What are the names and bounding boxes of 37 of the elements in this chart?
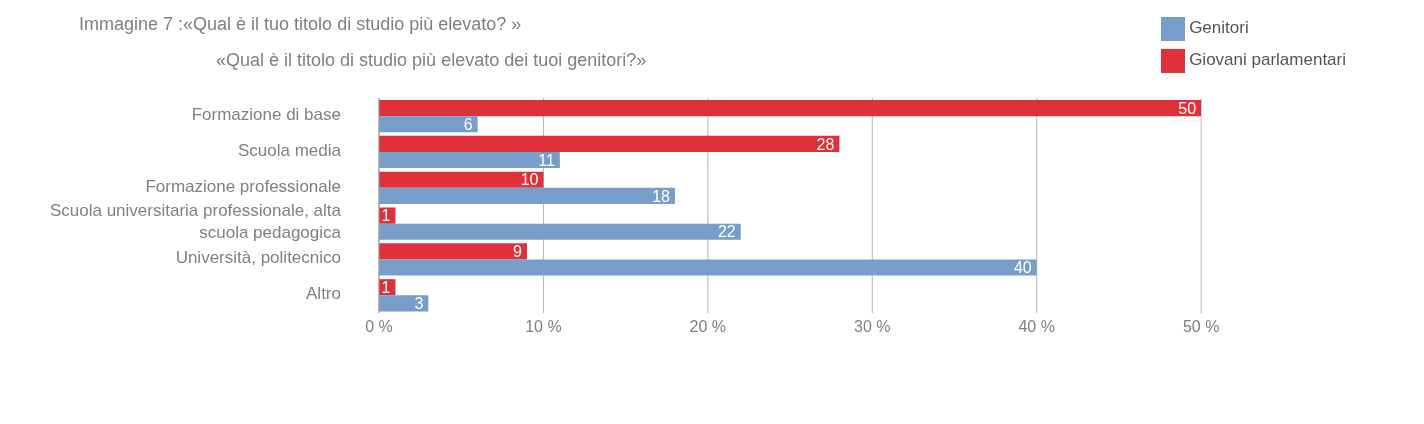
data-label: 1 — [381, 207, 391, 225]
bar — [379, 151, 560, 169]
data-label: 40 — [1013, 259, 1032, 277]
data-label: 50 — [1178, 99, 1197, 117]
legend-label: Genitori — [1189, 18, 1249, 37]
data-label: 3 — [414, 295, 424, 313]
x-tick-label: 40 % — [1018, 318, 1055, 336]
bar — [379, 187, 675, 204]
x-tick-label: 0 % — [365, 318, 393, 336]
x-tick-label: 20 % — [689, 318, 727, 336]
y-tick-label: Formazione professionale — [145, 177, 341, 197]
x-tick-label: 50 % — [1182, 318, 1220, 336]
y-tick-label: Scuola universitaria professionale, alta scuola pedagogica — [49, 201, 342, 243]
y-tick-label: Scuola media — [237, 141, 342, 161]
chart-subtitle: «Qual è il titolo di studio più elevato dei tuoi genitori?» — [216, 50, 647, 71]
bar — [379, 116, 478, 133]
data-label: 18 — [652, 187, 671, 205]
legend-label: Giovani parlamentari — [1189, 50, 1346, 69]
chart-title: Immagine 7 :«Qual è il tuo titolo di studio più elevato? » — [79, 14, 522, 35]
data-label: 9 — [513, 243, 523, 261]
data-label: 11 — [538, 151, 555, 169]
bar — [379, 243, 527, 260]
data-label: 28 — [816, 135, 835, 153]
x-tick-label: 10 % — [525, 318, 562, 336]
data-label: 10 — [520, 171, 539, 189]
data-label: 1 — [381, 278, 391, 296]
bar — [379, 259, 1037, 276]
y-tick-label: Altro — [306, 284, 341, 304]
data-label: 6 — [463, 115, 473, 133]
bar — [379, 100, 1202, 117]
bar — [379, 135, 840, 152]
bar — [379, 171, 544, 188]
y-tick-label: Università, politecnico — [175, 248, 341, 268]
x-tick-label: 30 % — [854, 318, 891, 336]
bar — [379, 223, 741, 240]
data-label: 22 — [717, 223, 736, 241]
y-tick-label: Formazione di base — [191, 105, 341, 125]
